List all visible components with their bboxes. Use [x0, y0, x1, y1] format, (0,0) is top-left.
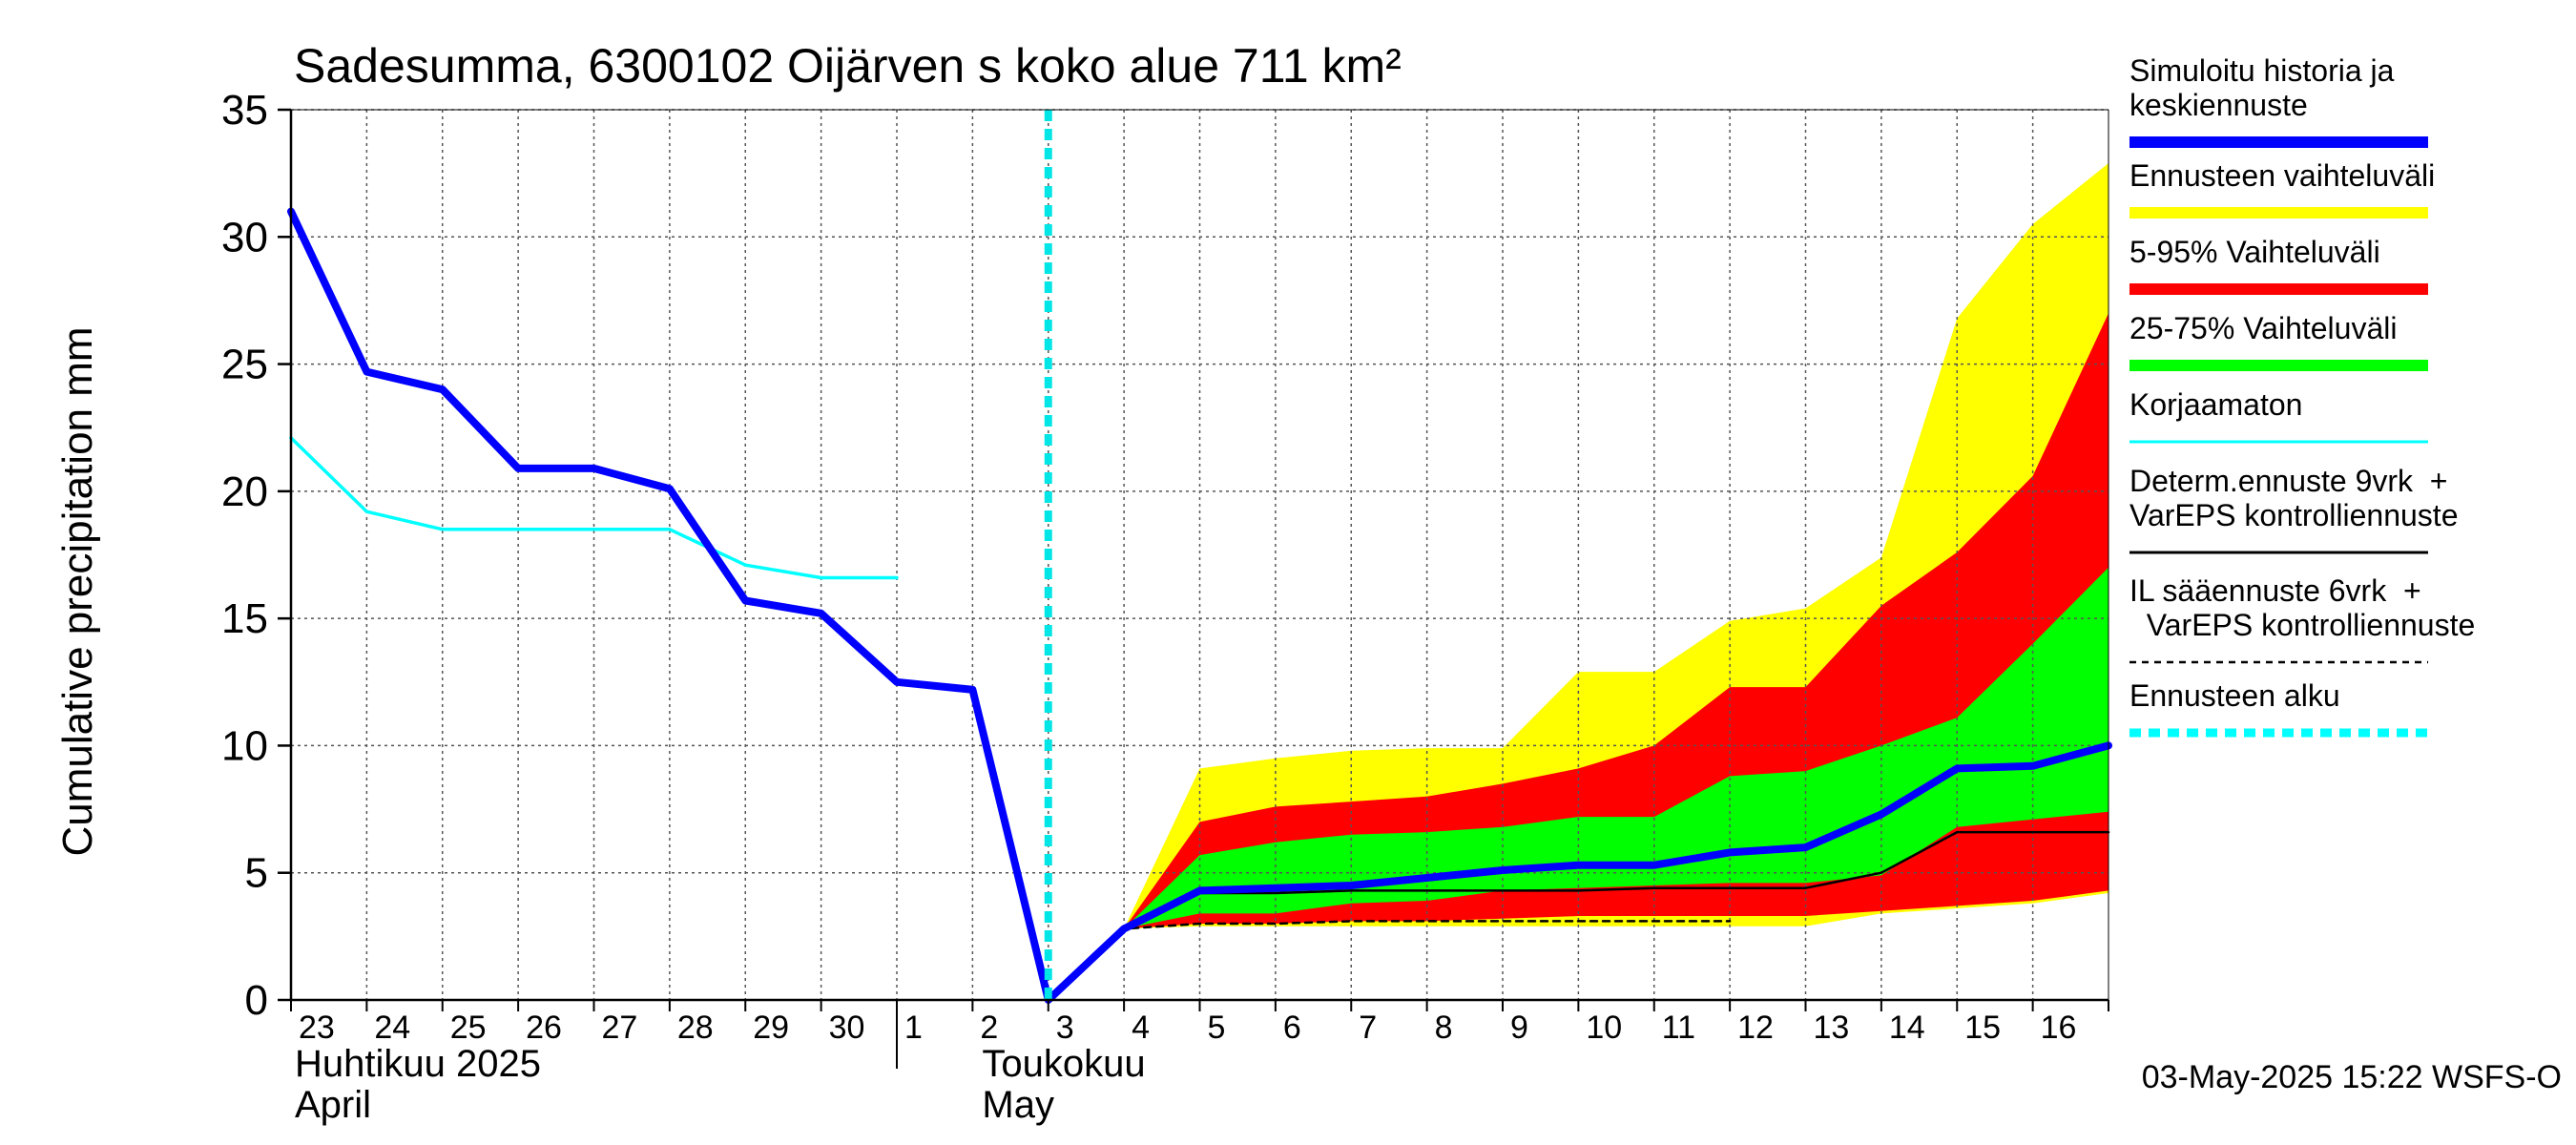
y-axis-label: Cumulative precipitation mm [54, 326, 101, 856]
grid-lines [291, 109, 2109, 1000]
month-label-en: April [295, 1084, 371, 1126]
y-tick-label: 0 [245, 977, 268, 1024]
y-tick-label: 20 [221, 468, 268, 515]
x-tick-label: 29 [753, 1010, 789, 1046]
forecast-bands [1048, 163, 2109, 1000]
legend-label: 25-75% Vaihteluväli [2129, 311, 2397, 345]
timestamp: 03-May-2025 15:22 WSFS-O [2142, 1059, 2562, 1095]
x-tick-label: 27 [602, 1010, 638, 1046]
legend-label: Determ.ennuste 9vrk + [2129, 464, 2447, 498]
x-tick-label: 16 [2041, 1010, 2077, 1046]
x-tick-label: 1 [904, 1010, 923, 1046]
x-tick-label: 3 [1056, 1010, 1074, 1046]
x-tick-label: 10 [1586, 1010, 1622, 1046]
x-tick-label: 28 [677, 1010, 714, 1046]
chart-title: Sadesumma, 6300102 Oijärven s koko alue … [294, 39, 1402, 93]
legend-label: VarEPS kontrolliennuste [2129, 608, 2475, 642]
x-tick-label: 4 [1132, 1010, 1150, 1046]
x-tick-label: 26 [526, 1010, 562, 1046]
legend-label: Simuloitu historia ja [2129, 53, 2395, 88]
x-tick-label: 9 [1510, 1010, 1528, 1046]
y-tick-label: 30 [221, 214, 268, 260]
legend-label: Korjaamaton [2129, 387, 2302, 422]
series-line-1 [287, 207, 2112, 1004]
x-tick-label: 2 [980, 1010, 998, 1046]
series-lines [287, 110, 2112, 1004]
y-tick-label: 10 [221, 722, 268, 769]
month-label: Toukokuu [982, 1043, 1145, 1085]
series-line-4 [1047, 920, 1732, 1002]
legend-label: VarEPS kontrolliennuste [2129, 498, 2458, 532]
legend-label: Ennusteen alku [2129, 678, 2340, 713]
y-tick-label: 5 [245, 850, 268, 897]
legend-label: IL sääennuste 6vrk + [2129, 573, 2421, 608]
x-tick-label: 15 [1964, 1010, 2001, 1046]
x-tick-label: 8 [1435, 1010, 1453, 1046]
x-tick-label: 6 [1283, 1010, 1301, 1046]
x-tick-label: 5 [1208, 1010, 1226, 1046]
y-tick-label: 25 [221, 342, 268, 388]
x-tick-label: 14 [1889, 1010, 1925, 1046]
x-tick-label: 11 [1662, 1010, 1695, 1046]
month-label: Huhtikuu 2025 [295, 1043, 541, 1085]
legend-label: 5-95% Vaihteluväli [2129, 235, 2380, 269]
month-label-en: May [982, 1084, 1054, 1126]
x-tick-label: 12 [1737, 1010, 1774, 1046]
legend-label: keskiennuste [2129, 88, 2308, 122]
y-tick-label: 15 [221, 595, 268, 642]
y-tick-label: 35 [221, 87, 268, 134]
x-tick-label: 24 [374, 1010, 410, 1046]
series-line-2 [289, 436, 899, 580]
x-tick-label: 30 [829, 1010, 865, 1046]
x-tick-label: 25 [450, 1010, 487, 1046]
x-tick-label: 13 [1814, 1010, 1850, 1046]
x-tick-label: 23 [299, 1010, 335, 1046]
legend-label: Ennusteen vaihteluväli [2129, 158, 2435, 193]
x-tick-label: 7 [1359, 1010, 1377, 1046]
